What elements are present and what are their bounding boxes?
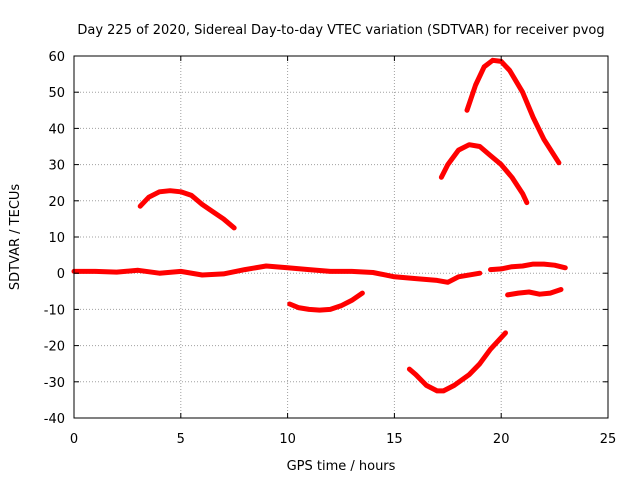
x-tick-label: 10 — [279, 432, 296, 447]
data-series — [71, 57, 568, 394]
x-axis-label: GPS time / hours — [287, 459, 396, 474]
series-dip-late — [406, 330, 508, 394]
y-tick-label: -10 — [44, 303, 65, 318]
series-arc-mid-high — [438, 142, 530, 206]
y-tick-label: -30 — [44, 376, 65, 391]
x-tick-label: 20 — [493, 432, 510, 447]
y-tick-label: -20 — [44, 340, 65, 355]
axis-ticks: 0 5 10 15 20 25 -40 -30 -20 -10 0 10 20 30 40 50 60 — [44, 50, 617, 447]
series-arc-top — [464, 57, 562, 166]
y-tick-label: -40 — [44, 412, 65, 427]
y-axis-label: SDTVAR / TECUs — [8, 184, 23, 291]
y-tick-label: 40 — [48, 122, 65, 137]
y-tick-label: 60 — [48, 50, 65, 65]
series-baseline-late — [488, 261, 568, 273]
y-tick-label: 10 — [48, 231, 65, 246]
gridlines — [74, 56, 608, 418]
y-tick-label: 30 — [48, 159, 65, 174]
chart-title: Day 225 of 2020, Sidereal Day-to-day VTE… — [77, 23, 604, 38]
y-tick-label: 50 — [48, 86, 65, 101]
series-dip-mid — [287, 290, 365, 313]
series-arc-early — [137, 188, 237, 231]
x-tick-label: 5 — [177, 432, 185, 447]
series-negative-late — [505, 287, 564, 298]
series-baseline — [71, 263, 483, 285]
y-tick-label: 0 — [57, 267, 65, 282]
x-tick-label: 25 — [600, 432, 617, 447]
x-tick-label: 0 — [70, 432, 78, 447]
x-tick-label: 15 — [386, 432, 403, 447]
y-tick-label: 20 — [48, 195, 65, 210]
